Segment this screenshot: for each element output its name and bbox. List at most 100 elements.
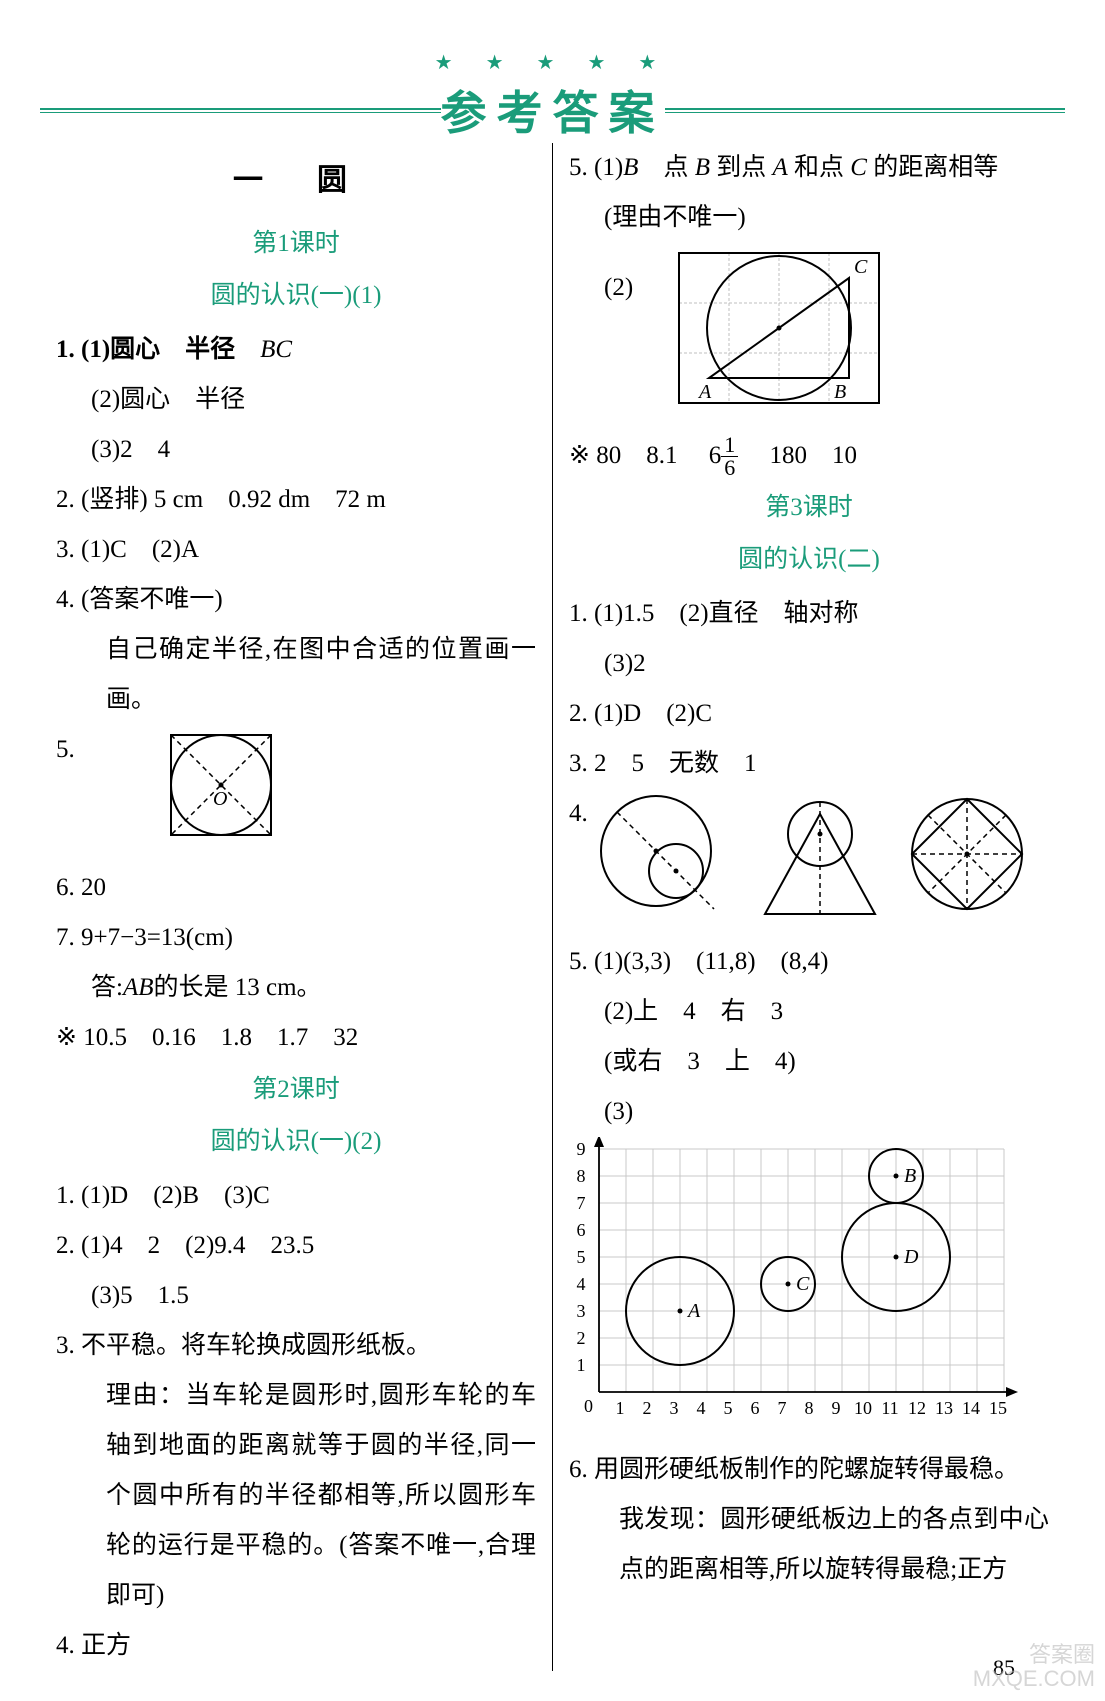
- r5-2-label: (2): [569, 243, 633, 313]
- l2-item1: 1. (1)D (2)B (3)C: [56, 1171, 536, 1221]
- l1-item7b-pre: 答:: [91, 974, 123, 1001]
- svg-text:5: 5: [724, 1398, 733, 1418]
- l3-item1b: (3)2: [569, 639, 1049, 689]
- svg-text:7: 7: [778, 1398, 787, 1418]
- chapter-title: 一 圆: [56, 151, 536, 211]
- l1-item4b: 自己确定半径,在图中合适的位置画一画。: [56, 625, 536, 725]
- svg-text:1: 1: [616, 1398, 625, 1418]
- svg-text:9: 9: [832, 1398, 841, 1418]
- svg-text:14: 14: [962, 1398, 980, 1418]
- svg-text:A: A: [697, 381, 712, 403]
- l3-item5: 5. (1)(3,3) (11,8) (8,4): [569, 937, 1049, 987]
- svg-text:4: 4: [697, 1398, 706, 1418]
- l1-item5: 5. O: [56, 725, 536, 863]
- frac-num: 1: [721, 434, 738, 457]
- fig4a-svg: [594, 789, 744, 919]
- frac-icon: 1 6: [721, 434, 738, 479]
- title-row: 参考答案: [40, 77, 1065, 143]
- l1-item2-text: 2. (竖排) 5 cm 0.92 dm 72 m: [56, 486, 386, 513]
- l3-item2: 2. (1)D (2)C: [569, 689, 1049, 739]
- l1-item1: 1. (1)圆心 半径 BC: [56, 325, 536, 375]
- l3-item5b: (2)上 4 右 3: [569, 987, 1049, 1037]
- svg-text:9: 9: [577, 1139, 586, 1159]
- lesson1-label: 第1课时: [56, 219, 536, 269]
- svg-text:O: O: [213, 788, 227, 810]
- l3-4-label: 4.: [569, 800, 588, 827]
- watermark: 答案圈 MXQE.COM: [973, 1643, 1095, 1691]
- frac-den: 6: [721, 457, 738, 479]
- lesson2-label: 第2课时: [56, 1065, 536, 1115]
- svg-text:1: 1: [577, 1355, 586, 1375]
- svg-text:5: 5: [577, 1247, 586, 1267]
- fig-r5-svg: A B C: [669, 243, 889, 413]
- watermark-line2: MXQE.COM: [973, 1667, 1095, 1691]
- svg-text:3: 3: [577, 1301, 586, 1321]
- l2-item3: 3. 不平稳。将车轮换成圆形纸板。: [56, 1321, 536, 1371]
- svg-text:C: C: [854, 256, 868, 278]
- r5-b2: B: [695, 154, 710, 181]
- l1-item7: 7. 9+7−3=13(cm): [56, 913, 536, 963]
- r5-b: B: [623, 154, 638, 181]
- svg-text:2: 2: [643, 1398, 652, 1418]
- figure-square-circle: O: [161, 725, 281, 863]
- l3-5d-label: (3): [569, 1098, 633, 1125]
- watermark-line1: 答案圈: [973, 1643, 1095, 1667]
- l1-item2: 2. (竖排) 5 cm 0.92 dm 72 m: [56, 475, 536, 525]
- svg-text:0: 0: [584, 1396, 593, 1416]
- lesson2-sub: 圆的认识(一)(2): [56, 1117, 536, 1167]
- svg-text:8: 8: [805, 1398, 814, 1418]
- r-item5: 5. (1)B 点 B 到点 A 和点 C 的距离相等: [569, 143, 1049, 193]
- l1-item6: 6. 20: [56, 863, 536, 913]
- grid-chart: 0123456789101112131415123456789ACDB: [569, 1137, 1049, 1445]
- lesson1-sub: 圆的认识(一)(1): [56, 271, 536, 321]
- figure-4a: [594, 789, 744, 937]
- svg-text:12: 12: [908, 1398, 926, 1418]
- l1-item1b: (2)圆心 半径: [56, 375, 536, 425]
- r5-m1: 到点: [710, 154, 773, 181]
- l1-item1-bc: BC: [260, 336, 292, 363]
- fig4b-svg: [750, 789, 890, 919]
- l1-item7b-ab: AB: [123, 974, 154, 1001]
- columns: 一 圆 第1课时 圆的认识(一)(1) 1. (1)圆心 半径 BC (2)圆心…: [40, 143, 1065, 1671]
- header-stars: ★ ★ ★ ★ ★: [40, 50, 1065, 75]
- l1-item3-text: 3. (1)C (2)A: [56, 536, 199, 563]
- svg-text:D: D: [903, 1246, 919, 1268]
- svg-text:2: 2: [577, 1328, 586, 1348]
- l2-item2: 2. (1)4 2 (2)9.4 23.5: [56, 1221, 536, 1271]
- rule-right: [665, 108, 1066, 113]
- r5-t1: 点: [638, 154, 694, 181]
- svg-text:B: B: [834, 381, 846, 403]
- lesson3-label: 第3课时: [569, 483, 1049, 533]
- l1-item4-text: 4. (答案不唯一): [56, 586, 223, 613]
- l1-item7b-tail: 的长是 13 cm。: [154, 974, 322, 1001]
- left-column: 一 圆 第1课时 圆的认识(一)(1) 1. (1)圆心 半径 BC (2)圆心…: [40, 143, 553, 1671]
- r-star2-pre: ※ 80 8.1: [569, 442, 702, 469]
- svg-text:6: 6: [577, 1220, 586, 1240]
- l3-item4: 4.: [569, 789, 1049, 937]
- svg-text:B: B: [904, 1165, 916, 1187]
- svg-text:6: 6: [751, 1398, 760, 1418]
- svg-text:15: 15: [989, 1398, 1007, 1418]
- svg-text:8: 8: [577, 1166, 586, 1186]
- svg-text:A: A: [686, 1300, 701, 1322]
- r-item5-2: (2): [569, 243, 1049, 431]
- l3-item1: 1. (1)1.5 (2)直径 轴对称: [569, 589, 1049, 639]
- svg-text:3: 3: [670, 1398, 679, 1418]
- r5-end: 的距离相等: [867, 154, 998, 181]
- l3-item6b: 我发现：圆形硬纸板边上的各点到中心点的距离相等,所以旋转得最稳;正方: [569, 1495, 1049, 1595]
- grid-chart-svg: 0123456789101112131415123456789ACDB: [569, 1137, 1049, 1427]
- lesson3-sub: 圆的认识(二): [569, 535, 1049, 585]
- r5-a: A: [773, 154, 788, 181]
- l3-item5c: (或右 3 上 4): [569, 1037, 1049, 1087]
- l1-item1-text: 1. (1)圆心 半径: [56, 336, 260, 363]
- page: ★ ★ ★ ★ ★ 参考答案 一 圆 第1课时 圆的认识(一)(1) 1. (1…: [0, 0, 1105, 1701]
- l2-item2b: (3)5 1.5: [56, 1271, 536, 1321]
- l2-item4: 4. 正方: [56, 1621, 536, 1671]
- main-title: 参考答案: [441, 77, 665, 143]
- r-star2-post: 180 10: [744, 442, 857, 469]
- frac-whole: 6: [709, 431, 722, 481]
- svg-text:7: 7: [577, 1193, 586, 1213]
- l1-item1c: (3)2 4: [56, 425, 536, 475]
- svg-text:4: 4: [577, 1274, 586, 1294]
- l1-item3: 3. (1)C (2)A: [56, 525, 536, 575]
